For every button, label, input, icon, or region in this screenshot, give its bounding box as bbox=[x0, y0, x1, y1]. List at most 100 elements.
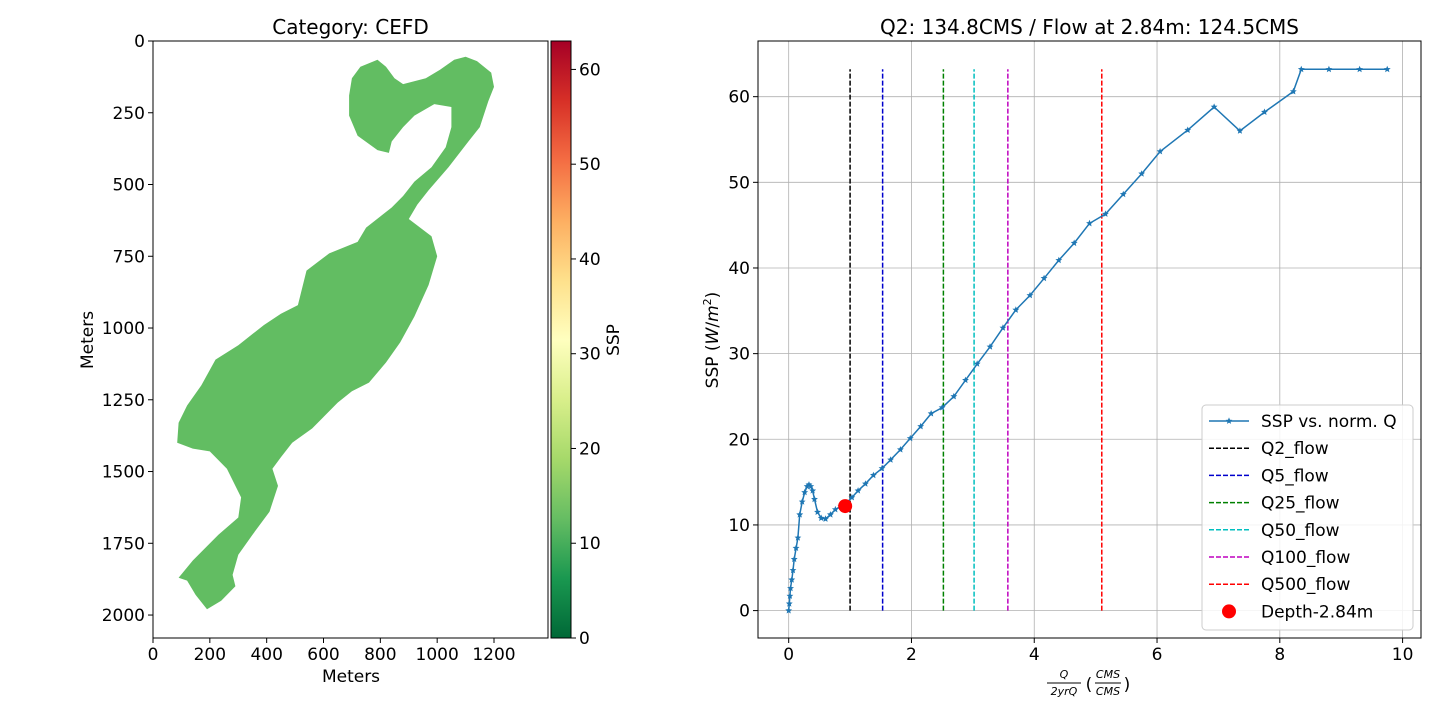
x-tick-label: 0 bbox=[783, 645, 794, 665]
colorbar-tick-label: 20 bbox=[579, 439, 601, 459]
x-tick-label: 1200 bbox=[472, 645, 515, 665]
y-tick-label: 500 bbox=[113, 176, 145, 196]
x-axis: 0 2 4 6 8 10 bbox=[783, 638, 1413, 665]
x-tick-label: 600 bbox=[307, 645, 339, 665]
data-point-marker bbox=[1055, 256, 1063, 264]
heatmap-x-axis: 0 200 400 600 800 1000 1200 bbox=[148, 638, 516, 665]
heatmap-title: Category: CEFD bbox=[272, 15, 429, 39]
data-point-marker bbox=[827, 511, 834, 518]
y-tick-label: 1500 bbox=[102, 463, 145, 483]
data-point-marker bbox=[1086, 219, 1093, 227]
colorbar-tick-label: 60 bbox=[579, 60, 601, 80]
data-point-marker bbox=[938, 404, 946, 411]
data-point-marker bbox=[817, 514, 825, 521]
data-point-marker bbox=[822, 515, 829, 522]
data-point-marker bbox=[809, 487, 817, 494]
legend-box bbox=[1201, 404, 1414, 631]
data-point-marker bbox=[803, 482, 811, 490]
data-point-marker bbox=[1026, 291, 1034, 299]
y-axis: 0 10 20 30 40 50 60 bbox=[728, 88, 758, 622]
plot-frame bbox=[757, 40, 1422, 639]
data-point-marker bbox=[973, 360, 981, 367]
data-point-marker bbox=[792, 544, 800, 551]
data-point-marker bbox=[1102, 210, 1109, 217]
y-tick-label: 1750 bbox=[102, 534, 145, 554]
data-point-marker bbox=[790, 555, 798, 563]
data-point-marker bbox=[1236, 127, 1244, 134]
x-tick-label: 8 bbox=[1274, 645, 1285, 665]
line-chart-panel: Q2: 134.8CMS / Flow at 2.84m: 124.5CMS 0… bbox=[701, 15, 1422, 698]
depth-point-layer bbox=[838, 499, 853, 514]
data-point-marker bbox=[862, 480, 869, 487]
y-tick-label: 1250 bbox=[102, 391, 145, 411]
heatmap-x-label: Meters bbox=[322, 667, 380, 687]
data-point-marker bbox=[848, 493, 856, 501]
x-tick-label: 0 bbox=[148, 645, 159, 665]
return-period-lines bbox=[849, 69, 1103, 611]
x-tick-label: 800 bbox=[364, 645, 396, 665]
data-point-marker bbox=[1138, 170, 1146, 177]
data-point-marker bbox=[807, 482, 815, 490]
data-point-marker bbox=[796, 511, 804, 518]
data-point-marker bbox=[1012, 306, 1020, 313]
heatmap-frame bbox=[152, 40, 549, 639]
data-point-marker bbox=[789, 566, 797, 574]
data-point-marker bbox=[962, 376, 969, 384]
data-point-marker bbox=[1297, 65, 1305, 73]
map-region bbox=[177, 56, 494, 610]
legend-swatch bbox=[1222, 604, 1236, 619]
colorbar-tick-label: 0 bbox=[579, 629, 590, 649]
x-tick-label: 4 bbox=[1029, 645, 1040, 665]
legend-swatch-marker bbox=[1225, 417, 1233, 424]
legend-label: Q25_flow bbox=[1261, 494, 1340, 514]
data-point-marker bbox=[1119, 190, 1127, 198]
x-axis-label: Q 2yrQ ( CMS CMS ) bbox=[1047, 668, 1130, 698]
colorbar-tick-label: 30 bbox=[579, 345, 601, 365]
data-point-marker bbox=[1184, 126, 1192, 133]
data-point-marker bbox=[831, 505, 839, 513]
data-point-marker bbox=[986, 343, 994, 350]
y-tick-label: 1000 bbox=[102, 319, 145, 339]
y-tick-label: 2000 bbox=[102, 606, 145, 626]
data-point-marker bbox=[801, 488, 809, 496]
y-axis-label: SSP (W/m2) bbox=[701, 292, 723, 389]
x-tick-label: 400 bbox=[250, 645, 282, 665]
data-point-marker bbox=[870, 471, 877, 479]
data-point-marker bbox=[1070, 239, 1078, 247]
y-tick-label: 0 bbox=[134, 32, 145, 52]
heatmap-panel: Category: CEFD 0 200 400 600 800 1000 1200 0 25… bbox=[78, 15, 549, 687]
x-label-unit-denominator: CMS bbox=[1096, 685, 1120, 698]
x-tick-label: 1000 bbox=[416, 645, 459, 665]
legend-label: SSP vs. norm. Q bbox=[1261, 412, 1397, 432]
data-point-marker bbox=[1383, 65, 1391, 73]
x-tick-label: 2 bbox=[906, 645, 917, 665]
data-point-marker bbox=[1325, 65, 1333, 73]
y-tick-label: 60 bbox=[728, 88, 750, 108]
legend-items: SSP vs. norm. Q Q2_flow Q5_flow Q25_flow Q50… bbox=[1209, 412, 1397, 622]
data-point-marker bbox=[811, 495, 818, 503]
data-point-marker bbox=[788, 576, 796, 583]
data-point-marker bbox=[798, 498, 806, 505]
data-point-marker bbox=[906, 434, 914, 442]
x-label-unit-numerator: CMS bbox=[1096, 668, 1120, 681]
y-tick-label: 40 bbox=[728, 259, 750, 279]
x-label-open-paren: ( bbox=[1086, 675, 1093, 695]
data-point-marker bbox=[1261, 108, 1268, 115]
x-tick-label: 10 bbox=[1392, 645, 1414, 665]
x-label-denominator: 2yrQ bbox=[1051, 685, 1078, 698]
data-point-marker bbox=[1156, 147, 1164, 155]
data-point-marker bbox=[787, 584, 794, 592]
data-point-marker bbox=[878, 464, 886, 472]
y-tick-label: 20 bbox=[728, 430, 750, 450]
data-point-marker bbox=[786, 592, 794, 599]
legend-label: Q500_flow bbox=[1261, 575, 1350, 595]
heatmap-y-axis: 0 250 500 750 1000 1250 1500 1750 2000 bbox=[102, 32, 153, 626]
y-tick-label: 10 bbox=[728, 516, 750, 536]
x-label-close-paren: ) bbox=[1124, 675, 1131, 695]
data-point-marker bbox=[785, 600, 793, 607]
colorbar-gradient bbox=[550, 40, 572, 639]
data-point-marker bbox=[897, 446, 904, 453]
data-point-marker bbox=[1040, 274, 1048, 282]
colorbar-tick-label: 10 bbox=[579, 534, 601, 554]
y-tick-label: 750 bbox=[113, 247, 145, 267]
